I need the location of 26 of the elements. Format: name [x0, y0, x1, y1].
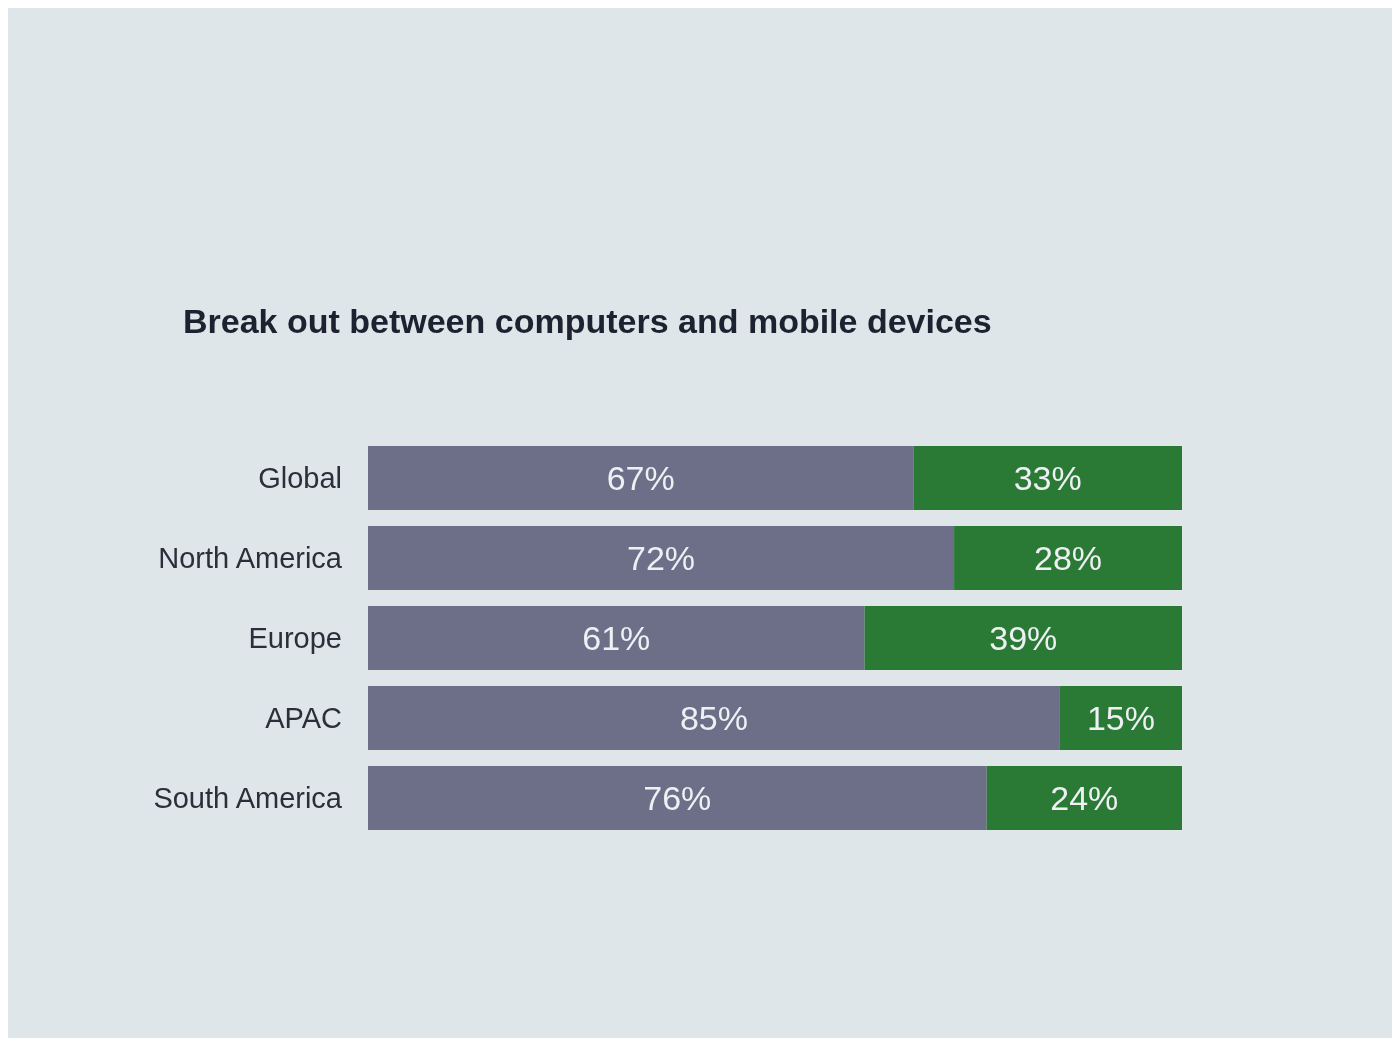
data-label: 24%	[1050, 778, 1119, 817]
data-label: 39%	[989, 618, 1058, 657]
data-label: 28%	[1034, 538, 1103, 577]
bar	[368, 686, 1060, 750]
bar	[986, 766, 1182, 830]
y-tick-label: Europe	[248, 622, 342, 655]
y-tick-label: APAC	[265, 702, 342, 735]
data-label: 76%	[643, 778, 712, 817]
data-label: 72%	[627, 538, 696, 577]
bar	[368, 526, 955, 590]
y-tick-label: Global	[258, 462, 342, 495]
bar	[1059, 686, 1182, 750]
data-label: 33%	[1013, 458, 1082, 497]
data-label: 15%	[1086, 698, 1155, 737]
bar	[913, 446, 1182, 510]
y-tick-label: South America	[153, 782, 343, 815]
bar	[368, 606, 865, 670]
bar	[954, 526, 1182, 590]
data-label: 61%	[582, 618, 651, 657]
data-label: 67%	[606, 458, 675, 497]
bar	[368, 446, 914, 510]
data-label: 85%	[679, 698, 748, 737]
y-tick-label: North America	[158, 542, 343, 575]
chart-title: Break out between computers and mobile devices	[183, 302, 992, 340]
bar	[368, 766, 987, 830]
bar	[864, 606, 1182, 670]
